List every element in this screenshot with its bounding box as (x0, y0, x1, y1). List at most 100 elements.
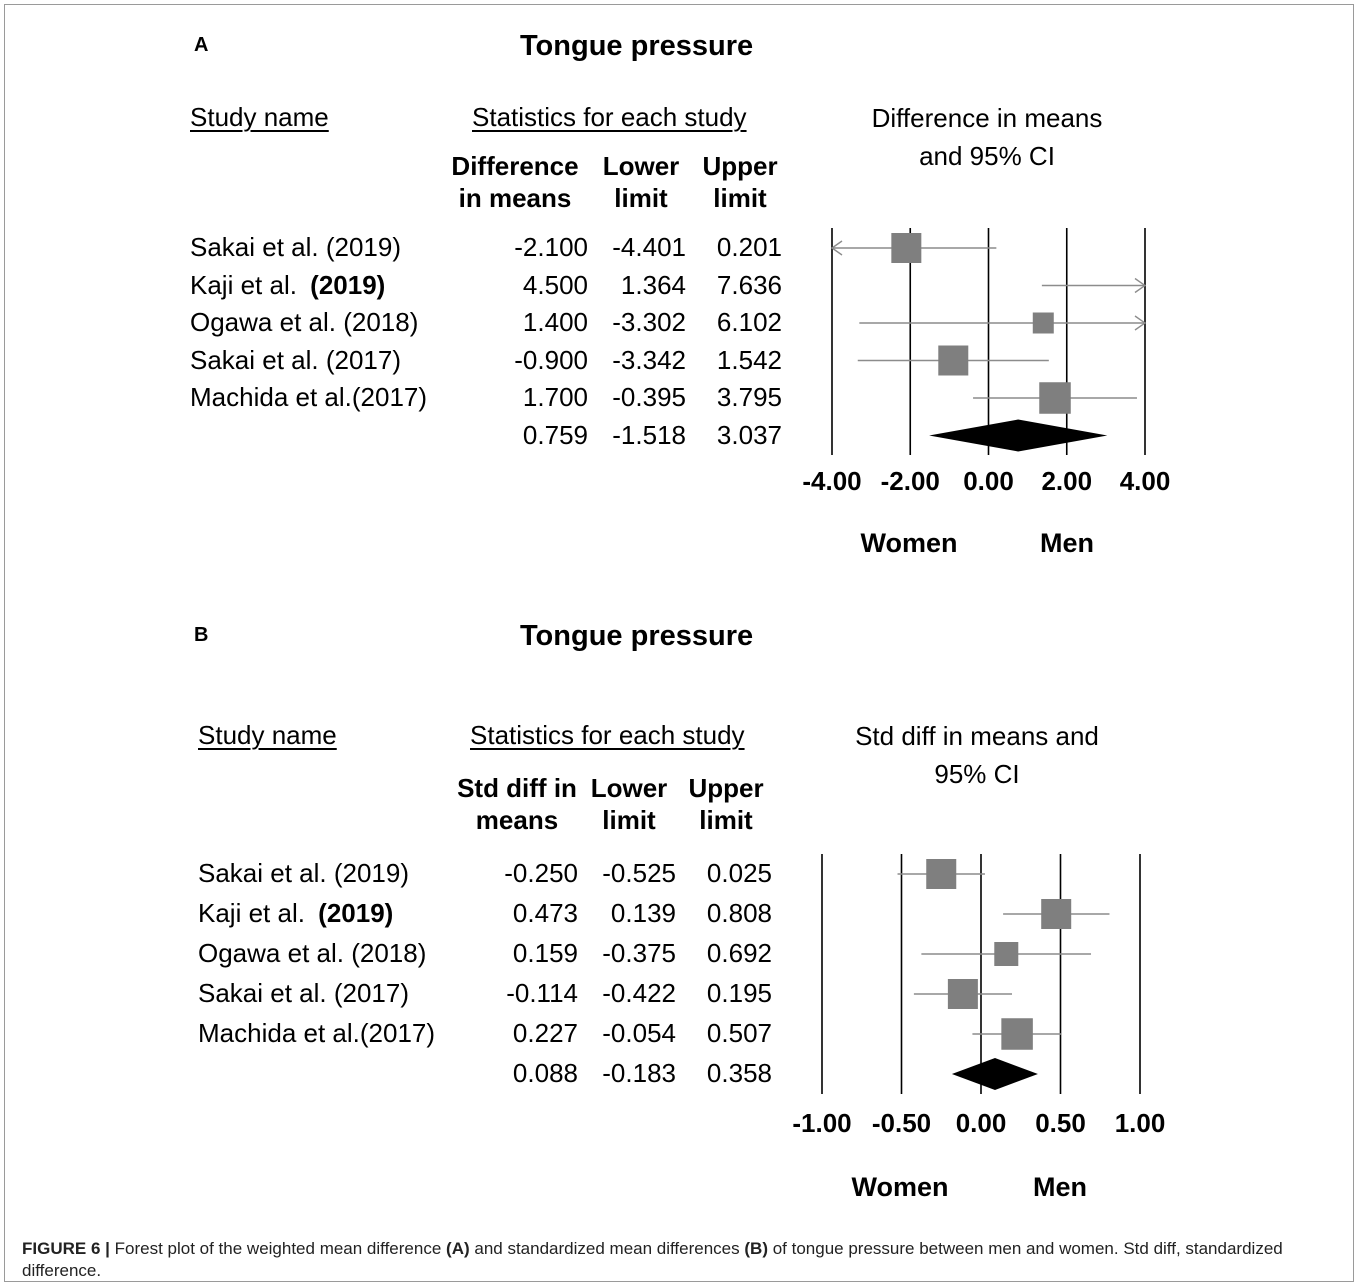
x-tick-label: -0.50 (871, 1108, 932, 1138)
x-label-women: Women (851, 1172, 949, 1202)
x-tick-label: 4.00 (1119, 466, 1171, 496)
col-header-upper: Upper limit (688, 773, 764, 835)
col-header-lower: Lower limit (590, 773, 668, 835)
lower-limit-value: 0.139 (610, 898, 676, 928)
effect-value: -0.900 (514, 344, 588, 375)
study-name-text: Kaji et al. (198, 898, 305, 928)
chart-title: Tongue pressure (520, 30, 754, 62)
lower-limit-value: -0.054 (602, 1018, 676, 1048)
stats-header: Statistics for each study (472, 102, 747, 132)
caption-text: and standardized mean differences (474, 1239, 740, 1258)
figure-frame (4, 4, 1354, 1282)
upper-limit-value: 7.636 (716, 269, 782, 300)
effect-marker (1041, 899, 1072, 929)
lower-limit-value: -0.183 (602, 1058, 676, 1088)
upper-limit-value: 0.201 (716, 232, 782, 262)
x-label-men: Men (1040, 528, 1094, 558)
upper-limit-value: 6.102 (716, 307, 782, 337)
lower-limit-value: -0.395 (612, 382, 686, 412)
effect-value: 1.700 (522, 382, 588, 412)
effect-marker (926, 859, 957, 889)
caption-text: Forest plot of the weighted mean differe… (114, 1239, 442, 1258)
study-name: Kaji et al. (2019) (198, 898, 393, 929)
lower-limit-value: -0.422 (602, 978, 676, 1008)
summary-diamond (929, 419, 1108, 452)
col-header-lower: Lower limit (602, 151, 680, 213)
study-name: Sakai et al. (2017) (190, 345, 401, 376)
effect-value: 4.500 (522, 269, 588, 300)
upper-limit-value: 0.195 (706, 978, 772, 1008)
upper-limit-value: 0.808 (706, 898, 772, 928)
lower-limit-value: -1.518 (612, 419, 686, 450)
figure-caption: FIGURE 6 | Forest plot of the weighted m… (22, 1238, 1332, 1282)
effect-value: 0.159 (512, 938, 578, 968)
stats-header: Statistics for each study (470, 720, 745, 750)
effect-marker (891, 233, 922, 263)
caption-figure-label: FIGURE 6 | (22, 1239, 110, 1258)
effect-value: 0.759 (522, 419, 588, 450)
effect-value: -0.114 (506, 978, 578, 1008)
study-name-text: Machida et al.(2017) (198, 1018, 436, 1048)
upper-limit-value: 0.025 (706, 858, 772, 888)
effect-value: 1.400 (522, 307, 588, 337)
effect-value: -2.100 (514, 232, 588, 262)
x-tick-label: 0.00 (963, 466, 1014, 496)
effect-value: 0.473 (512, 898, 578, 928)
effect-marker (938, 345, 969, 376)
ci-arrow-right (1134, 315, 1147, 331)
col-header-upper: Upper limit (702, 151, 778, 213)
study-name-text: Ogawa et al. (2018) (198, 938, 427, 968)
lower-limit-value: -3.302 (612, 307, 686, 337)
effect-value: 0.227 (512, 1018, 578, 1048)
study-name-text: Sakai et al. (2017) (190, 344, 402, 375)
upper-limit-value: 1.542 (716, 344, 782, 375)
lower-limit-value: -3.342 (612, 344, 686, 375)
upper-limit-value: 0.358 (706, 1058, 772, 1088)
x-tick-label: 2.00 (1041, 466, 1093, 496)
caption-ref-b: (B) (744, 1239, 768, 1258)
col-header-effect: Std diff in means (457, 773, 577, 835)
study-name-text: Kaji et al. (190, 269, 297, 300)
col-header-effect: Difference in means (451, 151, 579, 213)
x-tick-label: -1.00 (792, 1108, 852, 1138)
x-tick-label: 0.50 (1035, 1108, 1086, 1138)
study-name-text: Sakai et al. (2017) (198, 978, 410, 1008)
chart-title: Tongue pressure (520, 620, 754, 652)
study-name-header: Study name (190, 102, 329, 132)
study-name: Ogawa et al. (2018) (190, 307, 418, 338)
lower-limit-value: 1.364 (620, 269, 686, 300)
panel-letter: A (194, 34, 209, 56)
study-name: Sakai et al. (2019) (190, 232, 401, 263)
x-tick-label: 1.00 (1114, 1108, 1166, 1138)
upper-limit-value: 0.507 (706, 1018, 772, 1048)
effect-value: 0.088 (512, 1058, 578, 1088)
x-label-women: Women (860, 528, 958, 558)
x-tick-label: -4.00 (802, 466, 862, 496)
effect-marker (1001, 1018, 1033, 1050)
x-label-men: Men (1033, 1172, 1087, 1202)
plot-label: Difference in means and 95% CI (871, 103, 1103, 171)
study-name: Sakai et al. (2019) (198, 858, 409, 889)
study-name: Kaji et al. (2019) (190, 270, 385, 301)
ci-arrow-right (1134, 277, 1147, 294)
x-tick-label: -2.00 (880, 466, 940, 496)
panel-letter: B (194, 624, 209, 646)
study-name: Ogawa et al. (2018) (198, 938, 426, 969)
upper-limit-value: 0.692 (706, 938, 772, 968)
lower-limit-value: -4.401 (612, 232, 686, 262)
effect-marker (994, 942, 1019, 966)
caption-ref-a: (A) (446, 1239, 470, 1258)
effect-value: -0.250 (504, 858, 578, 888)
study-name: Sakai et al. (2017) (198, 978, 409, 1009)
x-tick-label: 0.00 (955, 1108, 1007, 1138)
study-name: Machida et al.(2017) (190, 382, 427, 413)
lower-limit-value: -0.525 (602, 858, 676, 888)
effect-marker (1039, 382, 1071, 414)
effect-marker (1032, 312, 1054, 334)
study-name-text: Machida et al.(2017) (190, 382, 428, 412)
upper-limit-value: 3.795 (716, 382, 782, 412)
study-name-text: Ogawa et al. (2018) (190, 307, 419, 337)
effect-marker (947, 979, 978, 1009)
study-year-bold: (2019) (310, 898, 394, 928)
